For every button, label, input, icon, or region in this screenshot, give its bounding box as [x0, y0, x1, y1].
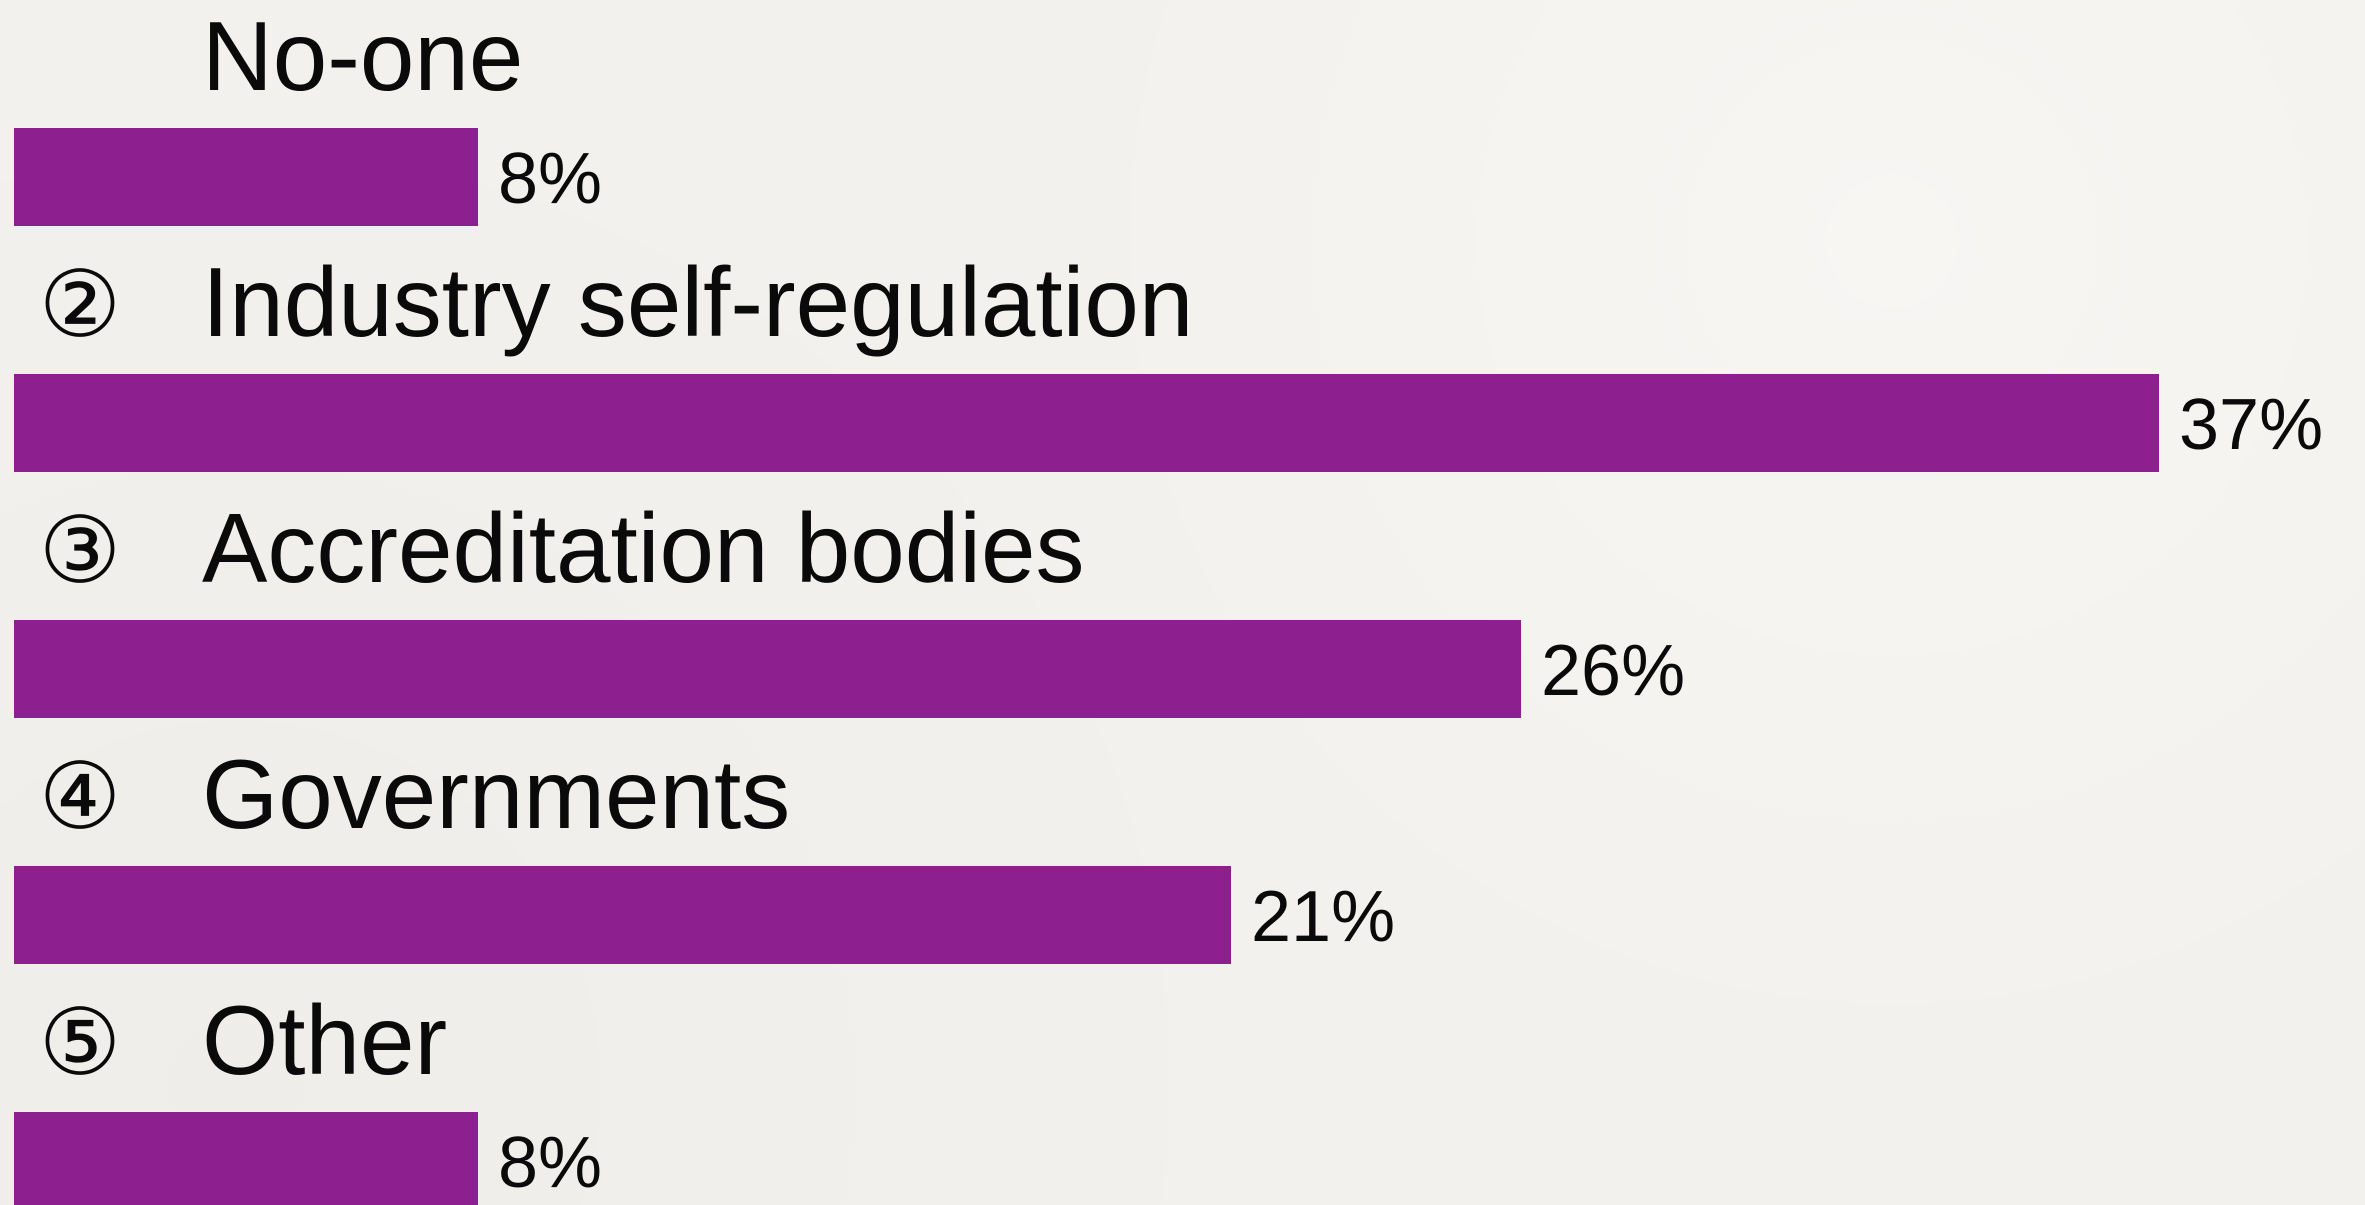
category-label-other: Other: [202, 985, 447, 1095]
bar-no-one: [14, 128, 478, 226]
category-number-governments: ④: [39, 746, 121, 848]
value-label-other: 8%: [498, 1123, 602, 1203]
bar-governments: [14, 866, 1231, 964]
bar-other: [14, 1112, 478, 1205]
value-label-governments: 21%: [1251, 877, 1395, 957]
category-label-accreditation-bodies: Accreditation bodies: [202, 493, 1085, 603]
category-number-industry-self-regulation: ②: [39, 254, 121, 356]
value-label-accreditation-bodies: 26%: [1541, 631, 1685, 711]
value-label-industry-self-regulation: 37%: [2179, 385, 2323, 465]
category-label-governments: Governments: [202, 739, 790, 849]
category-label-industry-self-regulation: Industry self-regulation: [202, 247, 1193, 357]
bar-accreditation-bodies: [14, 620, 1521, 718]
category-number-accreditation-bodies: ③: [39, 500, 121, 602]
category-label-no-one: No-one: [202, 1, 523, 111]
value-label-no-one: 8%: [498, 139, 602, 219]
category-number-other: ⑤: [39, 992, 121, 1094]
bar-industry-self-regulation: [14, 374, 2159, 472]
